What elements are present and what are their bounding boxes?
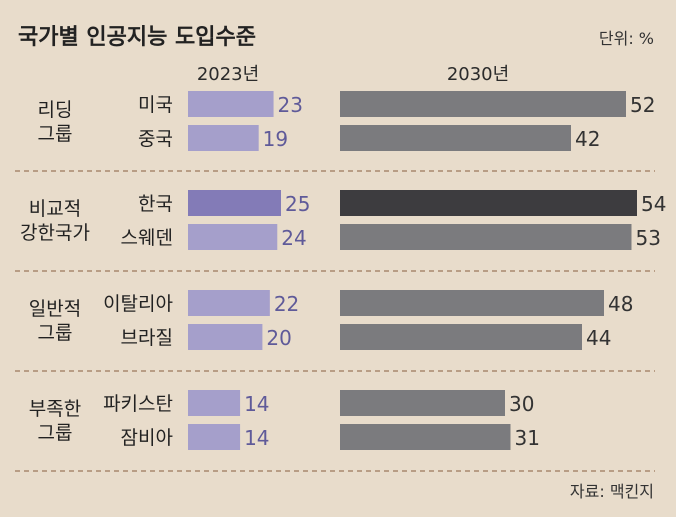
- country-label: 스웨덴: [121, 227, 173, 249]
- bar-2030: [340, 91, 626, 117]
- series-header-2023: 2023년: [197, 64, 259, 85]
- bar-2023: [188, 390, 241, 416]
- value-label-2030: 30: [509, 392, 534, 416]
- country-label: 한국: [138, 193, 173, 215]
- unit-label: 단위: %: [599, 29, 654, 48]
- value-label-2023: 22: [274, 292, 299, 316]
- group-label-line: 부족한: [29, 398, 81, 420]
- value-label-2023: 25: [285, 192, 310, 216]
- value-label-2023: 14: [244, 392, 269, 416]
- value-label-2023: 14: [244, 426, 269, 450]
- bar-2030: [340, 224, 632, 250]
- group-label-line: 비교적: [29, 198, 81, 220]
- group-label-line: 리딩: [38, 99, 73, 121]
- bar-2023: [188, 424, 241, 450]
- value-label-2030: 52: [630, 93, 655, 117]
- bar-2030: [340, 424, 511, 450]
- series-header-2030: 2030년: [447, 64, 509, 85]
- group-label-line: 일반적: [29, 298, 81, 320]
- group-label-line: 그룹: [38, 422, 73, 444]
- value-label-2023: 19: [263, 127, 288, 151]
- group-label-line: 강한국가: [20, 222, 90, 244]
- value-label-2030: 53: [636, 226, 661, 250]
- bar-2023: [188, 125, 259, 151]
- value-label-2023: 24: [281, 226, 306, 250]
- bar-2023: [188, 324, 263, 350]
- bar-2030: [340, 125, 571, 151]
- bar-2023: [188, 190, 281, 216]
- country-label: 이탈리아: [103, 293, 173, 315]
- chart-title: 국가별 인공지능 도입수준: [18, 25, 256, 50]
- value-label-2030: 31: [515, 426, 540, 450]
- group-label-line: 그룹: [38, 123, 73, 145]
- value-label-2023: 20: [266, 326, 291, 350]
- bar-2030: [340, 390, 505, 416]
- bar-2030: [340, 290, 604, 316]
- source-label: 자료: 맥킨지: [570, 482, 654, 501]
- bar-2030: [340, 324, 582, 350]
- country-label: 미국: [138, 94, 173, 116]
- group-label-line: 그룹: [38, 322, 73, 344]
- country-label: 중국: [138, 128, 173, 150]
- country-label: 파키스탄: [103, 393, 173, 415]
- bar-2023: [188, 224, 278, 250]
- value-label-2030: 44: [586, 326, 611, 350]
- value-label-2030: 48: [608, 292, 633, 316]
- bar-2030: [340, 190, 637, 216]
- bar-2023: [188, 290, 270, 316]
- value-label-2030: 42: [575, 127, 600, 151]
- value-label-2030: 54: [641, 192, 666, 216]
- value-label-2023: 23: [278, 93, 303, 117]
- country-label: 브라질: [121, 327, 173, 349]
- country-label: 잠비아: [121, 427, 173, 449]
- bar-2023: [188, 91, 274, 117]
